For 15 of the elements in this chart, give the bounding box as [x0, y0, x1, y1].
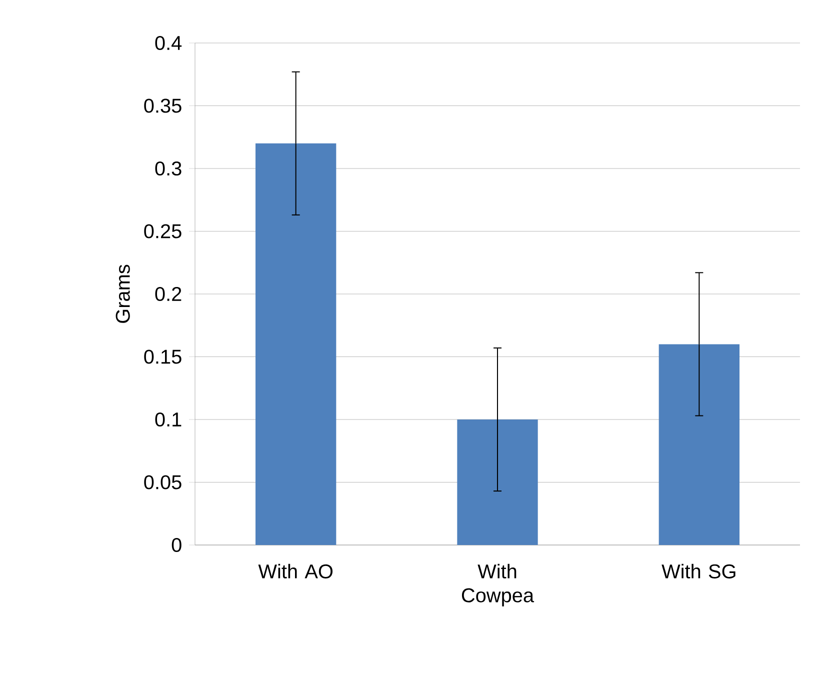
x-tick-label: With AO [258, 564, 333, 578]
y-tick-label: 0.15 [144, 350, 182, 364]
bar [256, 143, 336, 545]
y-tick-label: 0.4 [155, 36, 182, 50]
y-tick-label: 0.35 [144, 98, 182, 113]
y-tick-label: 0.2 [155, 286, 182, 302]
y-tick-label: 0.3 [155, 161, 182, 176]
y-axis-title: Grams [116, 264, 130, 323]
y-tick-label: 0.1 [155, 412, 182, 427]
x-tick-label: With SG [662, 564, 736, 578]
y-tick-label: 0.05 [144, 475, 182, 490]
bar [658, 344, 740, 545]
y-tick-label: 0.25 [144, 224, 182, 238]
x-tick-label: With Cowpea [462, 564, 534, 606]
y-tick-label: 0 [172, 538, 182, 552]
